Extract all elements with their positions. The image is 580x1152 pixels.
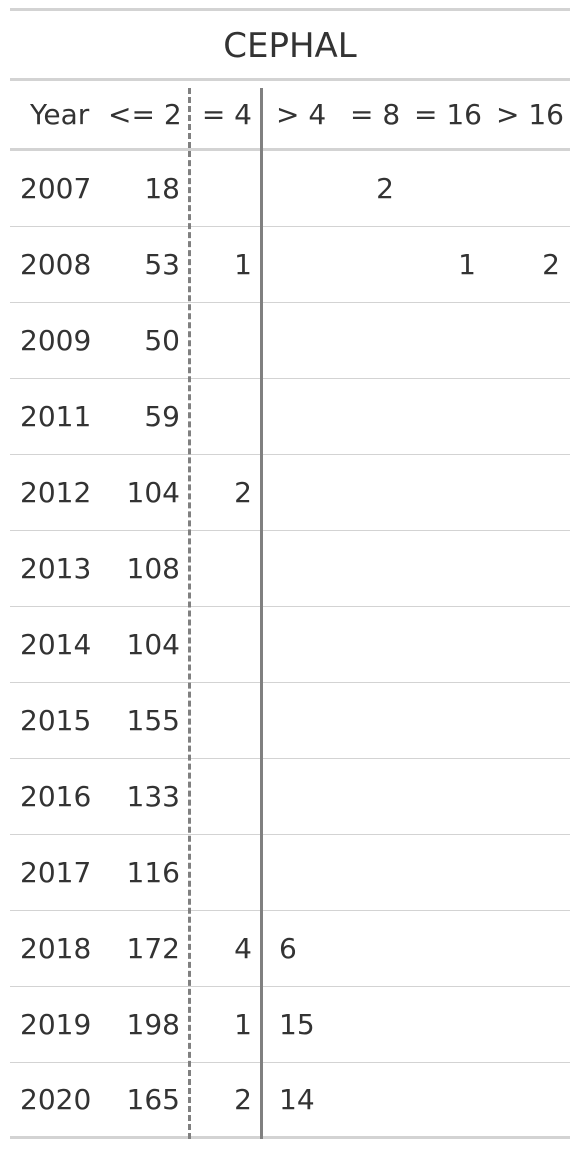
cell-year: 2008 xyxy=(20,248,92,281)
cell-year: 2013 xyxy=(20,552,92,585)
header-eq8: = 8 xyxy=(350,98,401,131)
table-row: 2017 116 xyxy=(10,835,570,911)
cell-le2: 108 xyxy=(126,552,180,585)
cell-gt4: 14 xyxy=(279,1083,315,1116)
cephal-table: CEPHAL Year <= 2 = 4 > 4 = 8 = 16 > 16 2… xyxy=(10,8,570,1139)
cell-gt4: 6 xyxy=(279,932,297,965)
cell-eq8: 2 xyxy=(376,172,394,205)
table-row: 2019 198 1 15 xyxy=(10,987,570,1063)
cell-le2: 155 xyxy=(126,704,180,737)
cell-le2: 172 xyxy=(126,932,180,965)
cell-le2: 198 xyxy=(126,1008,180,1041)
cell-le2: 104 xyxy=(126,628,180,661)
table-row: 2018 172 4 6 xyxy=(10,911,570,987)
cell-eq4: 1 xyxy=(234,1008,252,1041)
table-row: 2020 165 2 14 xyxy=(10,1063,570,1139)
cell-le2: 18 xyxy=(144,172,180,205)
table-row: 2011 59 xyxy=(10,379,570,455)
header-year: Year xyxy=(30,98,90,131)
cell-year: 2014 xyxy=(20,628,92,661)
cell-le2: 116 xyxy=(126,856,180,889)
header-le2: <= 2 xyxy=(108,98,182,131)
cell-year: 2020 xyxy=(20,1083,92,1116)
cell-year: 2011 xyxy=(20,400,92,433)
cell-year: 2016 xyxy=(20,780,92,813)
cell-gt4: 15 xyxy=(279,1008,315,1041)
table-title: CEPHAL xyxy=(10,11,570,81)
cell-le2: 50 xyxy=(144,324,180,357)
header-gt4: > 4 xyxy=(276,98,327,131)
cell-le2: 165 xyxy=(126,1083,180,1116)
table-row: 2008 53 1 1 2 xyxy=(10,227,570,303)
header-eq16: = 16 xyxy=(414,98,482,131)
cell-year: 2009 xyxy=(20,324,92,357)
header-row: Year <= 2 = 4 > 4 = 8 = 16 > 16 xyxy=(10,81,570,151)
table-row: 2014 104 xyxy=(10,607,570,683)
table-row: 2015 155 xyxy=(10,683,570,759)
table-row: 2016 133 xyxy=(10,759,570,835)
table-row: 2009 50 xyxy=(10,303,570,379)
solid-column-divider xyxy=(260,88,263,1139)
table-row: 2013 108 xyxy=(10,531,570,607)
cell-year: 2018 xyxy=(20,932,92,965)
dashed-column-divider xyxy=(188,88,191,1139)
cell-eq16: 1 xyxy=(458,248,476,281)
cell-le2: 53 xyxy=(144,248,180,281)
cell-eq4: 2 xyxy=(234,476,252,509)
top-rule xyxy=(10,8,570,11)
cell-le2: 104 xyxy=(126,476,180,509)
cell-eq4: 4 xyxy=(234,932,252,965)
cell-le2: 59 xyxy=(144,400,180,433)
cell-year: 2017 xyxy=(20,856,92,889)
header-gt16: > 16 xyxy=(496,98,564,131)
header-eq4: = 4 xyxy=(201,98,252,131)
cell-eq4: 2 xyxy=(234,1083,252,1116)
cell-year: 2015 xyxy=(20,704,92,737)
cell-eq4: 1 xyxy=(234,248,252,281)
cell-gt16: 2 xyxy=(542,248,560,281)
cell-le2: 133 xyxy=(126,780,180,813)
cell-year: 2012 xyxy=(20,476,92,509)
cell-year: 2007 xyxy=(20,172,92,205)
cell-year: 2019 xyxy=(20,1008,92,1041)
table-row: 2007 18 2 xyxy=(10,151,570,227)
table-row: 2012 104 2 xyxy=(10,455,570,531)
